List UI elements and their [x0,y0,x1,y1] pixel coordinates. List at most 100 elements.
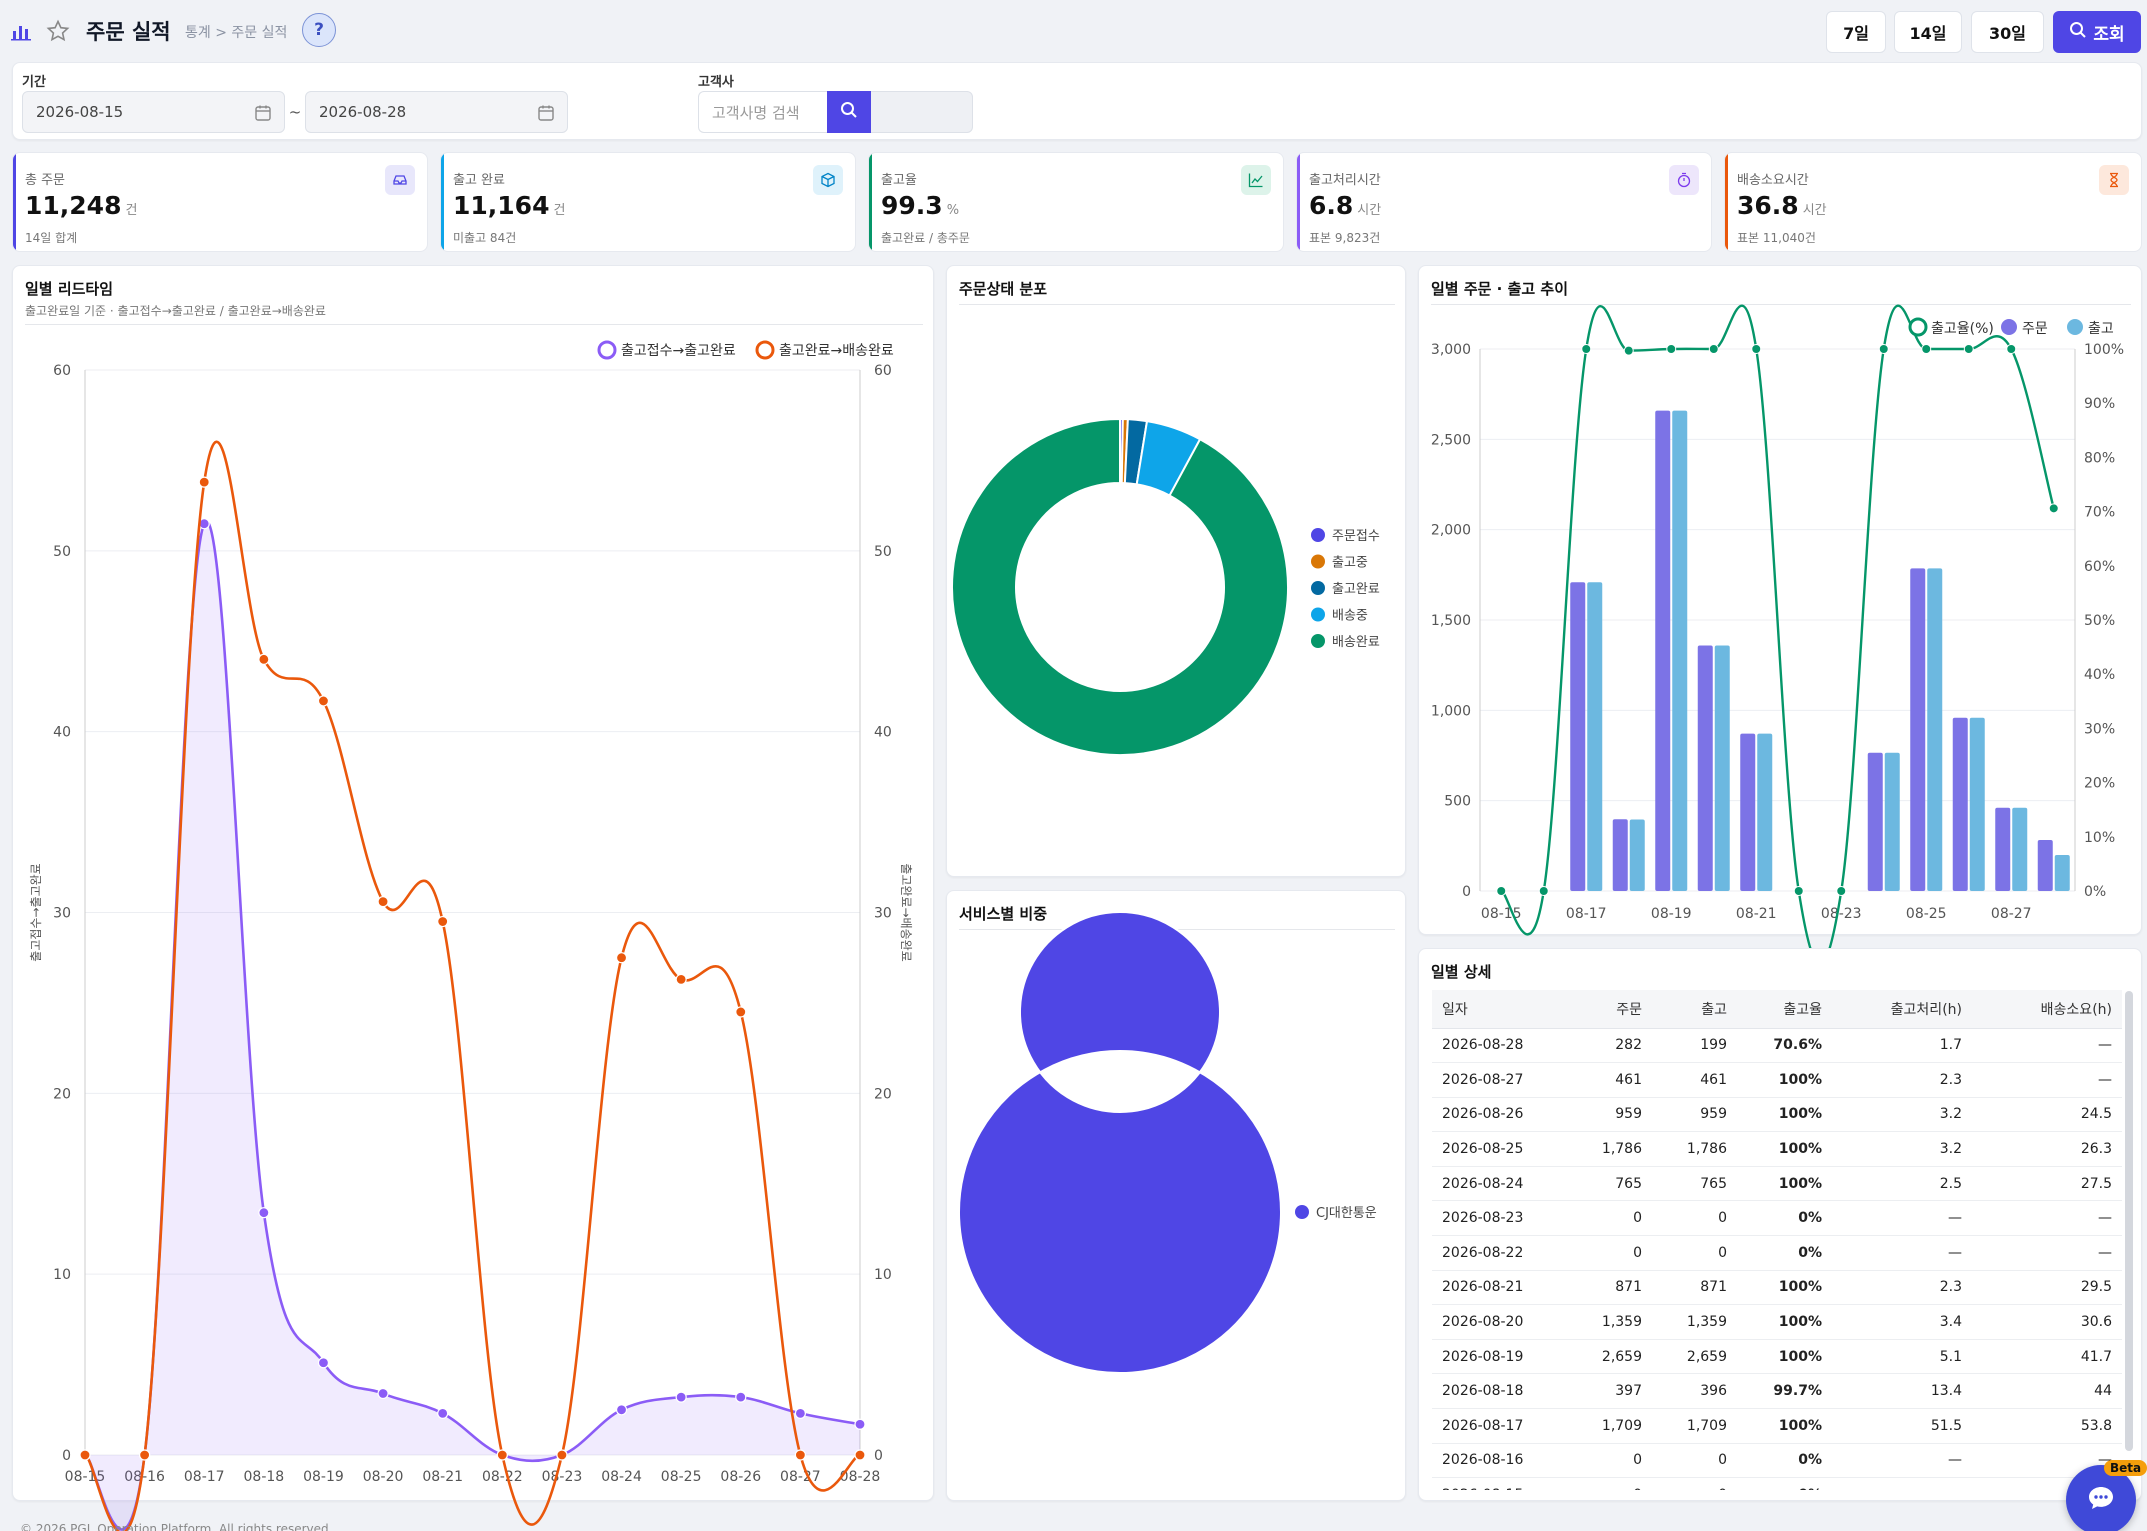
kpi-value: 36.8 시간 [1737,191,1827,220]
customer-label: 고객사 [698,75,734,90]
box-icon [813,165,843,195]
search-icon [840,101,858,123]
range-30d-button[interactable]: 30일 [1971,11,2044,53]
kpi-unit: 시간 [1802,203,1827,218]
chat-button[interactable] [2066,1465,2136,1531]
table-row[interactable]: 2026-08-18 397 396 99.7% 13.4 44 [1432,1373,2122,1410]
data-point [2048,503,2059,514]
col-shipped[interactable]: 출고 [1652,990,1737,1029]
kpi-delivery-time: 배송소요시간 36.8 시간 표본 11,040건 [1724,152,2142,252]
kpi-label: 출고처리시간 [1309,173,1381,188]
table-row[interactable]: 2026-08-22 0 0 0% — — [1432,1235,2122,1271]
table-row[interactable]: 2026-08-26 959 959 100% 3.2 24.5 [1432,1097,2122,1133]
card-title: 주문상태 분포 [959,280,1048,298]
cell-delivery-hours: — [1972,1200,2122,1237]
y2-tick-label: 40 [874,725,892,741]
cell-orders: 959 [1572,1097,1652,1133]
bar [1714,645,1730,891]
bar [1969,717,1985,891]
cell-date: 2026-08-19 [1432,1339,1572,1375]
table-row[interactable]: 2026-08-24 765 765 100% 2.5 27.5 [1432,1166,2122,1202]
cell-process-hours: 5.1 [1832,1339,1972,1375]
y-tick-label: 10 [53,1267,71,1283]
bar [1672,410,1688,891]
table-scroll-area[interactable]: 일자 주문 출고 출고율 출고처리(h) 배송소요(h) 2026-08-28 2… [1432,990,2122,1490]
table-row[interactable]: 2026-08-28 282 199 70.6% 1.7— [1432,1028,2122,1064]
x-tick-label: 08-28 [840,1469,881,1485]
search-button[interactable]: 조회 [2053,11,2141,53]
y-tick-label: 2,000 [1431,523,1471,539]
kpi-accent-bar [441,153,444,251]
cell-delivery-hours: — [1972,1028,2122,1064]
col-process-hours[interactable]: 출고처리(h) [1832,990,1972,1029]
col-date[interactable]: 일자 [1432,990,1572,1029]
col-delivery-hours[interactable]: 배송소요(h) [1972,990,2122,1029]
cell-shipped: 871 [1652,1270,1737,1306]
cell-date: 2026-08-16 [1432,1443,1572,1479]
y2-tick-label: 0 [874,1448,883,1464]
start-date-input[interactable]: 2026-08-15 [22,91,285,133]
customer-search-input[interactable]: 고객사명 검색 [698,91,828,133]
legend-marker [2067,319,2083,335]
table-row[interactable]: 2026-08-25 1,786 1,786 100% 3.2 26.3 [1432,1131,2122,1167]
range-7d-button[interactable]: 7일 [1826,11,1886,53]
y2-tick-label: 60% [2084,559,2115,575]
table-row[interactable]: 2026-08-15000%—— [1432,1477,2122,1490]
kpi-label: 출고 완료 [453,173,505,188]
legend-label: 출고완료→배송완료 [779,343,894,359]
detail-table: 일자 주문 출고 출고율 출고처리(h) 배송소요(h) 2026-08-28 2… [1432,990,2122,1490]
cell-delivery-hours: — [1972,1235,2122,1271]
data-point [735,1391,747,1403]
cell-process-hours: 1.7 [1832,1028,1972,1064]
kpi-number: 36.8 [1737,191,1799,220]
divider [25,324,923,325]
bar-chart-icon [10,20,32,42]
legend-marker [1311,528,1325,542]
legend-marker [1295,1205,1309,1219]
end-date-input[interactable]: 2026-08-28 [305,91,568,133]
y2-tick-label: 40% [2084,667,2115,683]
kpi-ship-rate: 출고율 99.3% 출고완료 / 총주문 [868,152,1284,252]
kpi-process-time: 출고처리시간 6.8 시간 표본 9,823건 [1296,152,1712,252]
table-row[interactable]: 2026-08-16 0 0 0% — — [1432,1443,2122,1479]
table-row[interactable]: 2026-08-21 871 871 100% 2.3 29.5 [1432,1270,2122,1306]
card-title: 일별 상세 [1431,963,1492,981]
help-button[interactable]: ? [302,13,336,47]
table-row[interactable]: 2026-08-23 0 0 0% — — [1432,1200,2122,1237]
table-row[interactable]: 2026-08-17 1,709 1,709 100% 51.5 53.8 [1432,1408,2122,1444]
table-row[interactable]: 2026-08-27 461 461 100% 2.3— [1432,1062,2122,1098]
y2-tick-label: 50% [2084,613,2115,629]
table-header-row: 일자 주문 출고 출고율 출고처리(h) 배송소요(h) [1432,990,2122,1029]
divider [1431,304,2131,305]
x-tick-label: 08-21 [422,1469,463,1485]
kpi-accent-bar [1725,153,1728,251]
bar [1587,582,1603,891]
legend-label: 출고접수→출고완료 [621,343,736,359]
cell-process-hours: 13.4 [1832,1373,1972,1410]
table-row[interactable]: 2026-08-20 1,359 1,359 100% 3.4 30.6 [1432,1304,2122,1340]
table-row[interactable]: 2026-08-19 2,659 2,659 100% 5.1 41.7 [1432,1339,2122,1375]
cell-orders: 871 [1572,1270,1652,1306]
star-icon[interactable] [46,19,70,43]
cell-orders: 2,659 [1572,1339,1652,1375]
cell-delivery-hours: 41.7 [1972,1339,2122,1375]
customer-select-box[interactable] [871,91,973,133]
y2-tick-label: 50 [874,544,892,560]
data-point [317,695,330,707]
lead-time-card: 일별 리드타임 출고완료일 기준 · 출고접수→출고완료 / 출고완료→배송완료 [12,265,934,1501]
data-point [1496,886,1507,896]
kpi-sub: 표본 11,040건 [1737,231,1816,245]
col-orders[interactable]: 주문 [1572,990,1652,1029]
chat-bubble-icon [2086,1483,2116,1517]
bar [1910,568,1926,891]
col-ship-rate[interactable]: 출고율 [1737,990,1832,1029]
customer-search-button[interactable] [827,91,871,133]
cell-orders: 0 [1572,1235,1652,1271]
table-scrollbar[interactable] [2125,991,2133,1451]
x-tick-label: 08-19 [303,1469,344,1485]
cell-process-hours: — [1832,1235,1972,1271]
range-14d-button[interactable]: 14일 [1894,11,1962,53]
data-point [854,1418,866,1430]
kpi-number: 99.3 [881,191,943,220]
kpi-label: 출고율 [881,173,917,188]
